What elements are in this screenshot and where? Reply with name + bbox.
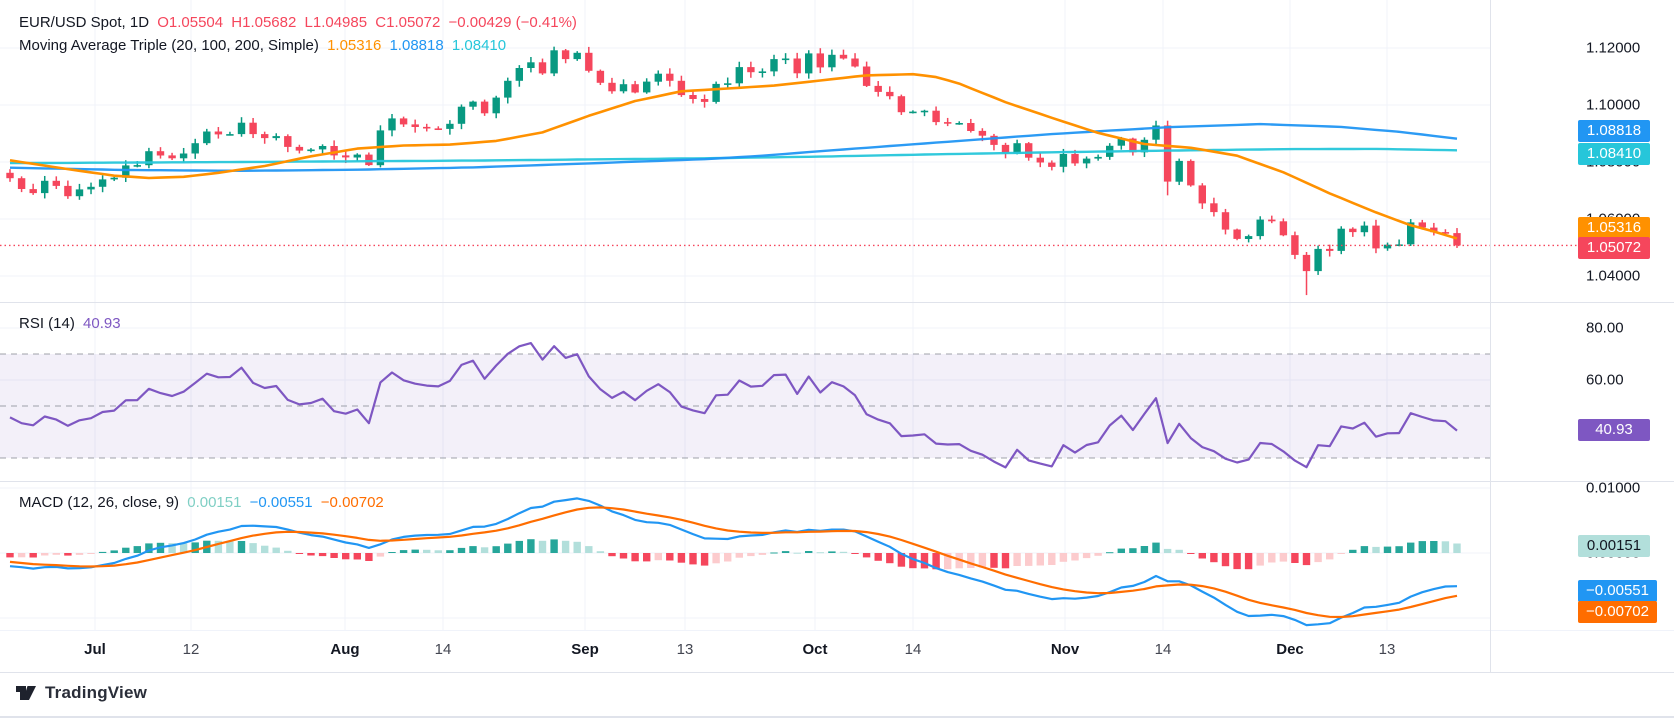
macd-line-value: −0.00551 [249, 494, 313, 511]
symbol-legend[interactable]: EUR/USD Spot, 1D O1.05504 H1.05682 L1.04… [19, 14, 581, 31]
macd-tick-label: 0.01000 [1586, 479, 1641, 497]
price-tick-label: 1.10000 [1586, 96, 1641, 114]
time-axis-label: 12 [182, 641, 200, 658]
macd-legend[interactable]: MACD (12, 26, close, 9) 0.00151 −0.00551… [19, 494, 388, 511]
ma-legend[interactable]: Moving Average Triple (20, 100, 200, Sim… [19, 37, 510, 54]
rsi-axis-badge: 40.93 [1578, 419, 1650, 441]
macd-title: MACD (12, 26, close, 9) [19, 494, 180, 511]
price-axis-badge: 1.05072 [1578, 237, 1650, 259]
rsi-tick-label: 60.00 [1586, 371, 1624, 389]
time-axis-label: Nov [1050, 641, 1080, 658]
ohlc-change: −0.00429 (−0.41%) [448, 14, 577, 31]
ma20-value: 1.05316 [327, 37, 382, 54]
price-axis-badge: 1.08818 [1578, 120, 1650, 142]
macd-axis-badge: 0.00151 [1578, 535, 1650, 557]
time-axis-label: 13 [676, 641, 694, 658]
tradingview-logo[interactable]: TradingView [14, 681, 147, 705]
price-axis-badge: 1.05316 [1578, 217, 1650, 239]
time-axis-label: 14 [1154, 641, 1172, 658]
macd-hist-value: 0.00151 [187, 494, 242, 511]
time-axis-label: Jul [84, 641, 106, 658]
rsi-title: RSI (14) [19, 315, 75, 332]
time-axis-label: 14 [904, 641, 922, 658]
time-axis-label: Dec [1276, 641, 1304, 658]
rsi-value: 40.93 [83, 315, 121, 332]
time-axis-label: 14 [434, 641, 452, 658]
symbol-title: EUR/USD Spot, 1D [19, 14, 150, 31]
tradingview-logo-icon [16, 686, 36, 700]
ohlc-high: H1.05682 [231, 14, 297, 31]
ohlc-open: O1.05504 [157, 14, 224, 31]
time-axis-label: Oct [802, 641, 828, 658]
time-axis-label: Sep [571, 641, 599, 658]
ma-title: Moving Average Triple (20, 100, 200, Sim… [19, 37, 319, 54]
rsi-tick-label: 80.00 [1586, 319, 1624, 337]
time-axis-label: 13 [1378, 641, 1396, 658]
rsi-legend[interactable]: RSI (14) 40.93 [19, 315, 125, 332]
ma100-value: 1.08818 [389, 37, 444, 54]
time-axis-label: Aug [330, 641, 360, 658]
ma200-value: 1.08410 [451, 37, 507, 54]
ohlc-close: C1.05072 [375, 14, 441, 31]
macd-axis-badge: −0.00702 [1578, 601, 1657, 623]
ohlc-low: L1.04985 [304, 14, 368, 31]
macd-axis-badge: −0.00551 [1578, 580, 1657, 602]
price-axis-badge: 1.08410 [1578, 143, 1650, 165]
macd-signal-value: −0.00702 [320, 494, 384, 511]
price-tick-label: 1.04000 [1586, 267, 1641, 285]
price-tick-label: 1.12000 [1586, 39, 1641, 57]
tradingview-brand-text: TradingView [45, 683, 148, 702]
